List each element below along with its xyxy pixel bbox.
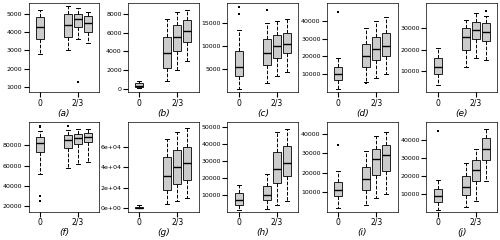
PathPatch shape: [434, 58, 442, 74]
PathPatch shape: [462, 28, 469, 50]
PathPatch shape: [184, 147, 192, 180]
PathPatch shape: [472, 22, 480, 39]
X-axis label: (b): (b): [157, 109, 170, 118]
PathPatch shape: [174, 150, 182, 184]
X-axis label: (f): (f): [59, 228, 69, 237]
PathPatch shape: [163, 157, 171, 190]
PathPatch shape: [372, 149, 380, 175]
X-axis label: (g): (g): [157, 228, 170, 237]
PathPatch shape: [184, 20, 192, 42]
PathPatch shape: [64, 135, 72, 148]
PathPatch shape: [163, 37, 171, 68]
X-axis label: (i): (i): [358, 228, 367, 237]
PathPatch shape: [462, 176, 469, 195]
PathPatch shape: [283, 146, 291, 176]
X-axis label: (e): (e): [456, 109, 468, 118]
PathPatch shape: [272, 152, 281, 183]
PathPatch shape: [362, 167, 370, 190]
PathPatch shape: [434, 189, 442, 202]
PathPatch shape: [235, 193, 243, 205]
X-axis label: (d): (d): [356, 109, 368, 118]
X-axis label: (a): (a): [58, 109, 70, 118]
PathPatch shape: [262, 40, 270, 65]
PathPatch shape: [482, 138, 490, 160]
PathPatch shape: [84, 17, 92, 32]
X-axis label: (h): (h): [256, 228, 270, 237]
PathPatch shape: [334, 182, 342, 196]
PathPatch shape: [382, 33, 390, 56]
PathPatch shape: [472, 160, 480, 181]
PathPatch shape: [372, 37, 380, 60]
PathPatch shape: [482, 23, 490, 41]
PathPatch shape: [272, 35, 281, 58]
PathPatch shape: [334, 67, 342, 80]
PathPatch shape: [74, 14, 82, 27]
PathPatch shape: [36, 17, 44, 39]
PathPatch shape: [362, 44, 370, 67]
X-axis label: (j): (j): [457, 228, 466, 237]
PathPatch shape: [174, 25, 182, 51]
PathPatch shape: [382, 145, 390, 171]
PathPatch shape: [136, 83, 143, 87]
X-axis label: (c): (c): [257, 109, 269, 118]
PathPatch shape: [36, 137, 44, 152]
PathPatch shape: [235, 51, 243, 76]
PathPatch shape: [84, 133, 92, 142]
PathPatch shape: [64, 14, 72, 37]
PathPatch shape: [283, 33, 291, 53]
PathPatch shape: [74, 134, 82, 144]
PathPatch shape: [136, 207, 143, 208]
PathPatch shape: [262, 186, 270, 200]
